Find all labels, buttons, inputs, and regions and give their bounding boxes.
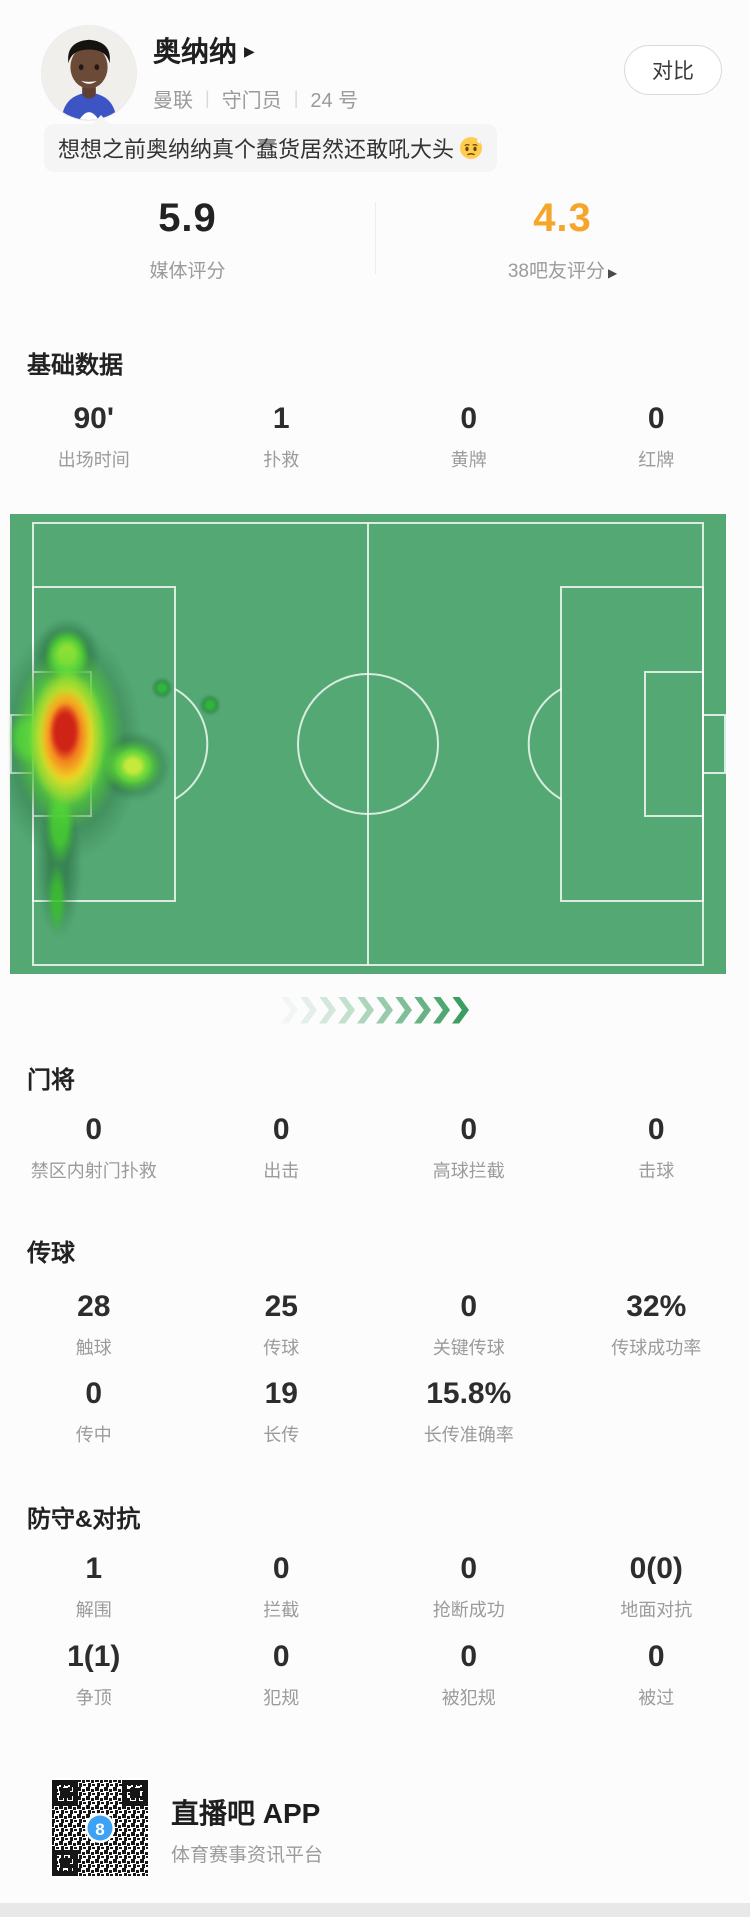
chevron-icon (414, 996, 431, 1024)
player-photo-placeholder (42, 26, 136, 120)
passing-stats-row-1: 28 触球 25 传球 0 关键传球 32% 传球成功率 (0, 1290, 750, 1360)
stat-empty-cell (563, 1377, 750, 1447)
stat-yellow-cards: 0 黄牌 (450, 402, 487, 470)
player-meta-row: 曼联 | 守门员 | 24 号 (153, 84, 358, 113)
chevron-icon (395, 996, 412, 1024)
goalkeeper-stats-row: 0 禁区内射门扑救 0 出击 0 高球拦截 0 击球 (0, 1113, 750, 1183)
bottom-edge-strip (0, 1903, 750, 1917)
section-title-basic: 基础数据 (27, 352, 123, 379)
section-title-defense: 防守&对抗 (27, 1506, 141, 1533)
stat-minutes: 90' 出场时间 (57, 402, 130, 470)
stat-pass-accuracy: 32% 传球成功率 (611, 1290, 702, 1358)
stat-punches: 0 击球 (638, 1113, 675, 1181)
passing-stats-row-2: 0 传中 19 长传 15.8% 长传准确率 (0, 1377, 750, 1447)
progress-chevrons (0, 996, 750, 1024)
stat-clearances: 1 解围 (75, 1552, 112, 1620)
stat-was-fouled: 0 被犯规 (441, 1640, 496, 1708)
name-expand-arrow-icon: ▶ (244, 42, 255, 59)
shirt-number: 24 号 (310, 90, 359, 112)
section-title-goalkeeper: 门将 (27, 1067, 75, 1094)
meta-divider: | (293, 88, 299, 108)
qr-badge-blue-circle (87, 1815, 113, 1841)
chevron-icon (300, 996, 317, 1024)
player-avatar (41, 25, 137, 121)
heatmap-pitch (10, 514, 726, 974)
fans-rating-label: 38吧友评分 ▶ (507, 261, 618, 282)
stat-red-cards: 0 红牌 (638, 402, 675, 470)
chevron-icon (452, 996, 469, 1024)
hot-comment-bubble[interactable]: 想想之前奥纳纳真个蠢货居然还敢吼大头 (44, 115, 498, 172)
chevron-icon (433, 996, 450, 1024)
chevron-icon (357, 996, 374, 1024)
defense-stats-row-2: 1(1) 争顶 0 犯规 0 被犯规 0 被过 (0, 1640, 750, 1710)
team-name: 曼联 (153, 90, 193, 112)
ratings-row: 5.9 媒体评分 4.3 38吧友评分 ▶ (0, 196, 750, 283)
chevron-icon (338, 996, 355, 1024)
stat-aerial-duels: 1(1) 争顶 (67, 1640, 121, 1708)
app-name: 直播吧 APP (171, 1798, 321, 1829)
stat-high-claims: 0 高球拦截 (432, 1113, 505, 1181)
stat-interceptions: 0 拦截 (263, 1552, 300, 1620)
player-name-row[interactable]: 奥纳纳 ▶ (153, 30, 255, 70)
defense-stats-row-1: 1 解围 0 拦截 0 抢断成功 0(0) 地面对抗 (0, 1552, 750, 1622)
media-rating: 5.9 媒体评分 (0, 196, 375, 283)
stat-key-passes: 0 关键传球 (432, 1290, 505, 1358)
qr-badge-8: 8 (95, 1820, 104, 1839)
media-rating-label: 媒体评分 (149, 261, 226, 282)
stat-crosses: 0 传中 (75, 1377, 112, 1445)
chevron-icon (319, 996, 336, 1024)
compare-button[interactable]: 对比 (624, 45, 722, 95)
basic-stats-row: 90' 出场时间 1 扑救 0 黄牌 0 红牌 (0, 402, 750, 472)
player-name: 奥纳纳 (153, 36, 238, 67)
stat-fouls: 0 犯规 (263, 1640, 300, 1708)
stat-long-balls: 19 长传 (263, 1377, 300, 1445)
section-title-passing: 传球 (27, 1240, 75, 1267)
chevron-icon (281, 996, 298, 1024)
app-tagline: 体育赛事资讯平台 (171, 1845, 324, 1866)
sweat-face-emoji (460, 137, 483, 159)
fans-rating-arrow-icon: ▶ (607, 266, 618, 280)
stat-tackles-won: 0 抢断成功 (432, 1552, 505, 1620)
media-rating-value: 5.9 (158, 196, 217, 240)
stat-touches: 28 触球 (75, 1290, 112, 1358)
chevron-icon (376, 996, 393, 1024)
stat-runs-out: 0 出击 (263, 1113, 300, 1181)
fans-rating[interactable]: 4.3 38吧友评分 ▶ (375, 196, 750, 283)
stat-long-ball-accuracy: 15.8% 长传准确率 (423, 1377, 514, 1445)
stat-saves: 1 扑救 (263, 402, 300, 470)
fans-rating-value: 4.3 (533, 196, 592, 240)
ratings-divider (375, 202, 376, 274)
meta-divider: | (205, 88, 210, 108)
stat-passes: 25 传球 (263, 1290, 300, 1358)
heatmap-layer (10, 514, 726, 974)
app-qr-code: 8 (50, 1778, 150, 1878)
stat-ground-duels: 0(0) 地面对抗 (620, 1552, 693, 1620)
stat-dribbled-past: 0 被过 (638, 1640, 675, 1708)
player-position: 守门员 (221, 90, 282, 112)
hot-comment-text: 想想之前奥纳纳真个蠢货居然还敢吼大头 (58, 137, 455, 162)
stat-box-shot-saves: 0 禁区内射门扑救 (30, 1113, 157, 1181)
